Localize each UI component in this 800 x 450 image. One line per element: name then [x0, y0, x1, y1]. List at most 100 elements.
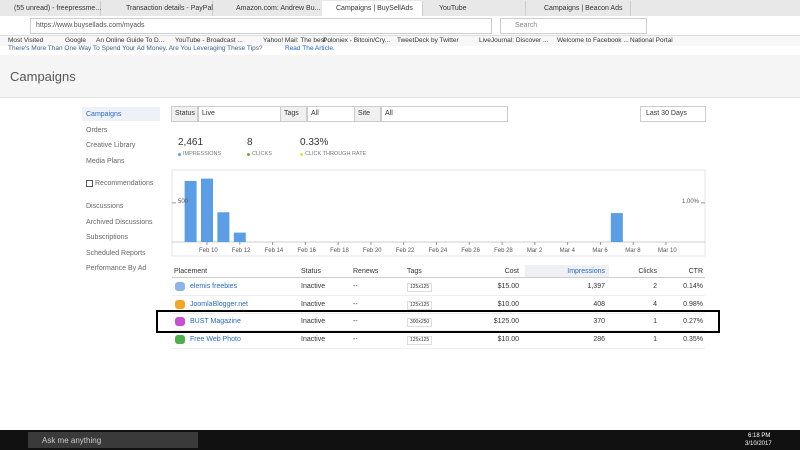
stat-label: CLICKS	[252, 151, 272, 157]
x-tick-label: Feb 22	[395, 248, 415, 254]
placement-icon	[175, 334, 185, 344]
x-tick-label: Feb 10	[199, 248, 218, 254]
filter-value[interactable]: All	[311, 110, 319, 117]
bookmark[interactable]: Poloniex - Bitcoin/Cry...	[323, 37, 391, 44]
cell: --	[353, 300, 358, 308]
sidebar-link[interactable]: Performance By Ad	[86, 265, 147, 272]
bookmark[interactable]: LiveJournal: Discover ...	[479, 37, 549, 44]
page-title: Campaigns	[10, 69, 76, 84]
sidebar-link[interactable]: Scheduled Reports	[86, 249, 146, 257]
clock-time: 6:18 PM	[748, 433, 771, 439]
bar	[201, 178, 213, 242]
range-select	[640, 106, 706, 122]
cell: 125x125	[407, 300, 433, 310]
cell: 1,397	[587, 283, 605, 290]
bookmark[interactable]: An Online Guide To D...	[96, 37, 165, 44]
banner-link[interactable]: Read The Article.	[285, 45, 335, 52]
tab-title[interactable]: YouTube	[439, 5, 467, 12]
sidebar-link[interactable]: Discussions	[86, 203, 124, 210]
sidebar-link[interactable]: Campaigns	[86, 111, 122, 118]
search-box[interactable]	[500, 18, 647, 34]
cell: 2	[653, 283, 657, 290]
sidebar-link[interactable]: Orders	[86, 126, 108, 134]
address-bar[interactable]	[30, 18, 492, 34]
column-header[interactable]: Status	[301, 268, 321, 275]
tab	[0, 1, 101, 16]
sidebar-active	[82, 107, 160, 121]
cell: --	[353, 335, 358, 343]
taskbar-search-text[interactable]: Ask me anything	[42, 436, 102, 445]
placement-link[interactable]: JoomlaBlogger.net	[190, 300, 248, 308]
placement-link[interactable]: BUST Magazine	[190, 318, 241, 325]
bookmark[interactable]: YouTube - Broadcast ...	[175, 37, 243, 44]
header-line	[172, 277, 705, 278]
x-tick-label: Feb 24	[428, 248, 448, 254]
sidebar-link[interactable]: Subscriptions	[86, 234, 129, 241]
bookmark[interactable]: Most Visited	[8, 37, 44, 44]
x-tick-label: Mar 10	[658, 248, 677, 254]
cell: --	[353, 318, 358, 325]
taskbar-search[interactable]	[28, 432, 198, 448]
x-tick-label: Feb 20	[362, 248, 382, 254]
sidebar-link[interactable]: Recommendations	[95, 180, 154, 187]
filter-label-box	[354, 106, 382, 122]
placement-link[interactable]: elemis freebies	[190, 283, 238, 290]
bookmark[interactable]: National Portal	[630, 37, 673, 44]
tab-title[interactable]: Campaigns | Beacon Ads	[544, 5, 623, 12]
bookmark[interactable]: TweetDeck by Twitter	[397, 37, 459, 44]
tab-title[interactable]: Transaction details - PayPal	[126, 5, 213, 12]
stat-value: 8	[247, 137, 253, 148]
stat-dot	[247, 153, 250, 156]
x-tick-label: Feb 14	[264, 248, 284, 254]
x-tick-label: Mar 4	[559, 248, 575, 254]
placement-link[interactable]: Free Web Photo	[190, 335, 241, 343]
header-bar	[0, 55, 800, 98]
x-tick-label: Mar 6	[592, 248, 608, 254]
bookmark[interactable]: Yahoo! Mail: The best ...	[263, 37, 333, 44]
tab-title[interactable]: (55 unread) - freepressme...	[14, 5, 102, 12]
placement-icon	[175, 299, 185, 309]
column-header[interactable]: Impressions	[567, 268, 605, 275]
url[interactable]: https://www.buysellads.com/myads	[36, 22, 145, 29]
cell: 286	[593, 335, 605, 343]
column-header[interactable]: Placement	[174, 268, 208, 275]
x-tick-label: Feb 16	[297, 248, 317, 254]
y-tick-label: 500	[178, 198, 189, 205]
cell: $15.00	[497, 283, 519, 290]
column-header[interactable]: Renews	[353, 268, 379, 275]
column-header[interactable]: Cost	[504, 268, 519, 275]
bookmark[interactable]: Google	[65, 37, 86, 44]
column-header[interactable]: Clicks	[638, 268, 657, 275]
range-value[interactable]: Last 30 Days	[646, 110, 687, 117]
row-line	[172, 330, 705, 331]
placement-icon	[175, 317, 185, 326]
cell: $10.00	[497, 300, 519, 308]
filter-value[interactable]: All	[385, 110, 393, 117]
row-line	[172, 347, 705, 349]
sidebar-link[interactable]: Creative Library	[86, 142, 136, 149]
tab-title[interactable]: Amazon.com: Andrew Bu...	[236, 5, 321, 12]
column-header[interactable]: CTR	[688, 268, 703, 275]
tab	[530, 1, 631, 16]
search-placeholder[interactable]: Search	[515, 22, 538, 29]
row-line	[172, 295, 705, 296]
x-tick-label: Mar 2	[526, 248, 543, 254]
cell: Inactive	[301, 318, 326, 325]
cell: 4	[653, 300, 657, 308]
cell: --	[353, 283, 358, 290]
sidebar-link[interactable]: Media Plans	[86, 157, 125, 165]
sidebar-link[interactable]: Archived Discussions	[86, 218, 153, 226]
cell: 0.14%	[683, 283, 703, 290]
bookmark[interactable]: Welcome to Facebook ...	[557, 37, 629, 44]
tab-title[interactable]: Campaigns | BuySellAds	[336, 5, 413, 12]
column-header[interactable]: Tags	[407, 268, 422, 275]
banner-text: There's More Than One Way To Spend Your …	[8, 45, 263, 52]
bar	[233, 232, 246, 242]
bookmarks-bar	[0, 36, 800, 46]
bar	[610, 213, 623, 242]
toolbar	[0, 16, 800, 36]
filter-value[interactable]: Live	[202, 110, 215, 117]
row-line	[172, 312, 705, 314]
filter-select	[380, 106, 508, 122]
impressions-header-bg	[525, 265, 609, 277]
